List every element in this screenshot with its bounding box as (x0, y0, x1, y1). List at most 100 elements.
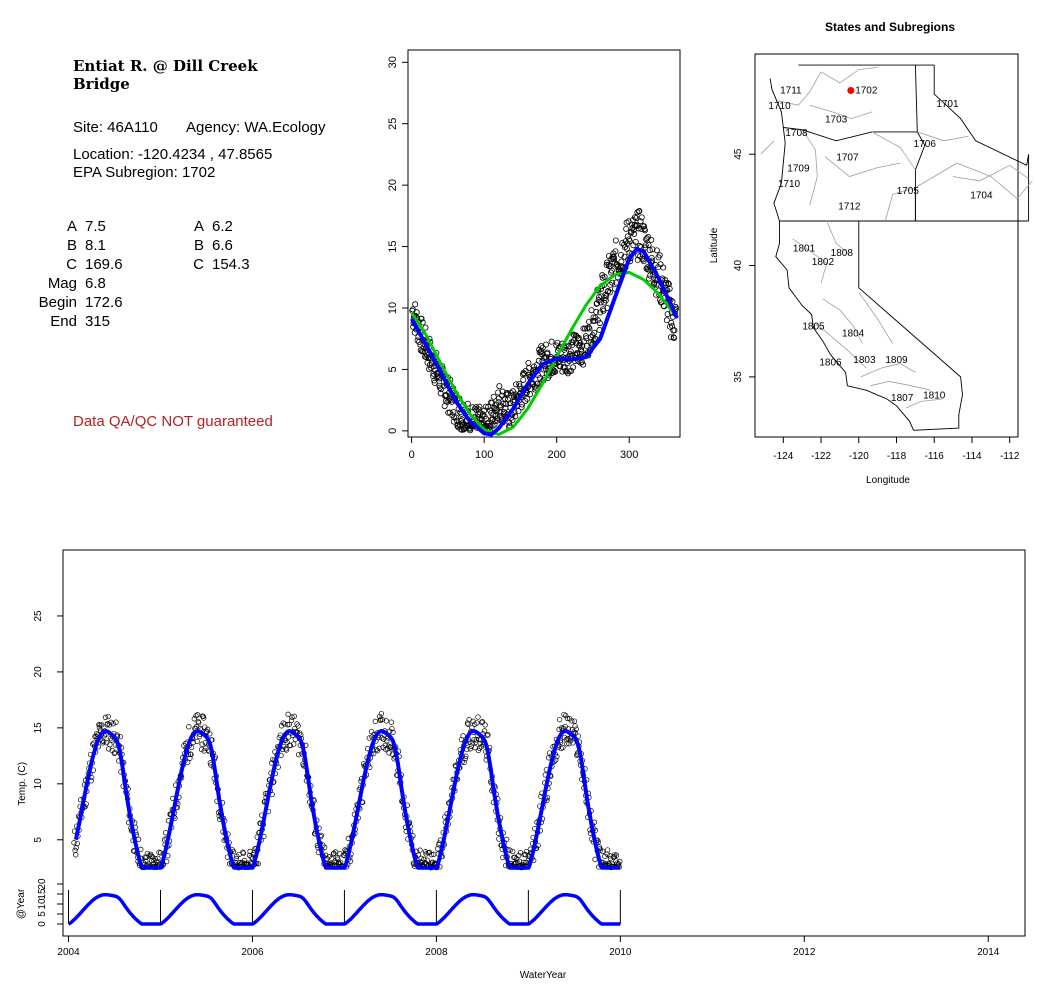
data-point (292, 725, 298, 732)
y-tick-label: 45 (733, 148, 744, 160)
data-point (194, 738, 200, 745)
year-axis-tick-label: 5 (37, 911, 48, 917)
data-point (597, 299, 604, 306)
observed-points (409, 207, 680, 434)
region-label: 1711 (780, 86, 802, 97)
seasonal-plot-box (407, 49, 681, 438)
data-point (286, 721, 292, 728)
map-title: States and Subregions (825, 20, 955, 34)
data-point (605, 287, 612, 294)
data-point (193, 723, 200, 730)
data-point (499, 388, 506, 395)
param-value: 154.3 (212, 256, 250, 273)
data-point (626, 237, 633, 244)
x-tick-label: -114 (962, 451, 982, 462)
data-point (647, 272, 654, 279)
region-label: 1705 (897, 186, 920, 197)
data-point (487, 422, 494, 429)
region-label: 1810 (923, 391, 946, 402)
data-point (481, 728, 488, 734)
data-point (570, 740, 576, 746)
data-point (233, 855, 239, 862)
data-point (504, 836, 510, 843)
data-point (645, 233, 652, 240)
data-point (198, 746, 205, 753)
data-point (337, 851, 343, 857)
data-point (335, 856, 341, 862)
subregion-outlines (760, 67, 1033, 409)
data-point (463, 753, 469, 759)
data-point (592, 856, 598, 862)
param-label: A (193, 218, 204, 235)
x-tick-label: 300 (620, 449, 638, 461)
y-axis-label: Temp. (C) (17, 762, 28, 806)
data-point (475, 714, 481, 720)
data-point (584, 325, 591, 332)
data-point (332, 849, 339, 855)
data-point (520, 369, 527, 376)
data-point (495, 389, 502, 396)
data-point (101, 738, 107, 745)
y-tick-label: 5 (33, 837, 44, 843)
data-point (409, 306, 416, 313)
param-value: 6.6 (212, 237, 233, 254)
data-point (538, 348, 545, 355)
data-point (671, 334, 678, 341)
data-point (544, 349, 551, 356)
data-point (505, 396, 512, 403)
param-row: A 6.2 (162, 217, 250, 236)
data-point (111, 750, 117, 757)
data-point (600, 848, 606, 854)
year-axis-tick-label: 10 (37, 898, 48, 910)
data-point (295, 723, 301, 729)
data-point (291, 741, 297, 747)
data-point (522, 398, 529, 405)
param-label: C (66, 256, 77, 273)
data-point (482, 722, 488, 728)
data-point (497, 402, 504, 409)
data-point (196, 733, 202, 740)
subregion-boundary (826, 220, 850, 255)
data-point (516, 380, 523, 387)
data-point (606, 860, 612, 866)
data-point (366, 735, 372, 741)
region-label: 1710 (768, 101, 791, 112)
data-point (563, 368, 570, 375)
data-point (98, 722, 105, 728)
data-point (201, 715, 207, 721)
observed-points (71, 710, 623, 871)
param-label: C (193, 256, 204, 273)
data-point (618, 258, 625, 265)
data-point (461, 425, 468, 432)
x-tick-label: -122 (811, 451, 831, 462)
data-point (105, 713, 111, 720)
data-point (632, 238, 639, 245)
param-value: 7.5 (85, 218, 106, 235)
data-point (485, 731, 491, 738)
data-point (548, 338, 555, 345)
x-tick-label: 2012 (793, 947, 816, 958)
data-point (438, 386, 445, 393)
param-label: End (50, 313, 77, 330)
data-point (191, 716, 197, 722)
data-point (207, 731, 213, 737)
x-tick-label: -112 (1000, 451, 1020, 462)
param-row: B 8.1 (35, 236, 123, 255)
data-point (102, 714, 109, 720)
x-tick-label: 200 (548, 449, 566, 461)
data-point (591, 329, 598, 336)
region-label: 1708 (785, 128, 808, 139)
data-point (571, 718, 578, 724)
data-point (143, 854, 149, 860)
data-point (516, 852, 522, 859)
data-point (283, 747, 290, 753)
data-point (636, 207, 643, 214)
x-tick-label: -116 (925, 451, 945, 462)
data-point (525, 359, 532, 366)
data-point (526, 371, 533, 378)
year-axis-tick-label: 15 (37, 888, 48, 900)
y-tick-label: 0 (387, 428, 399, 434)
data-point (386, 750, 392, 756)
data-point (640, 258, 647, 265)
data-point (625, 218, 632, 225)
